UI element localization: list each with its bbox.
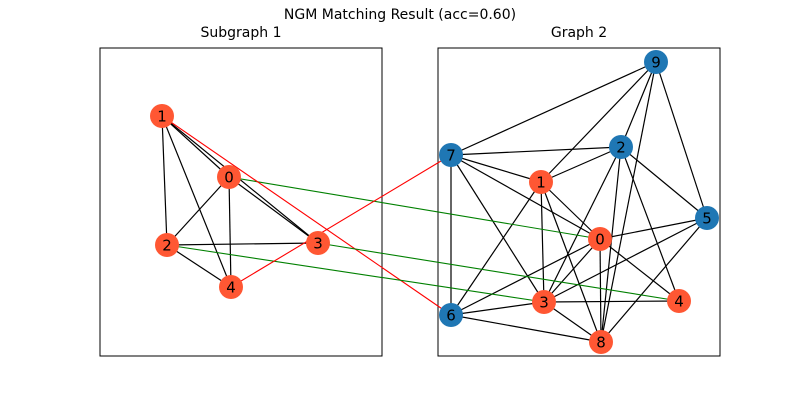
panel-title: Graph 2 — [551, 25, 607, 41]
node-label: 3 — [313, 235, 323, 253]
match-line — [230, 154, 452, 288]
node — [439, 303, 463, 327]
node-label: 2 — [616, 139, 626, 157]
edge — [599, 217, 708, 240]
edge — [161, 115, 230, 178]
node-label: 7 — [446, 147, 456, 165]
node — [667, 289, 691, 313]
figure-title: NGM Matching Result (acc=0.60) — [284, 7, 516, 23]
match-line — [317, 242, 680, 302]
matches — [161, 115, 680, 316]
edge — [543, 238, 601, 303]
edge — [450, 314, 602, 343]
edge — [540, 181, 545, 303]
edge — [450, 154, 545, 303]
edge — [600, 61, 657, 343]
node — [219, 275, 243, 299]
node-label: 8 — [596, 334, 606, 352]
edge — [166, 176, 230, 246]
node — [529, 170, 553, 194]
edge — [228, 176, 319, 244]
edge — [540, 61, 657, 183]
node-label: 5 — [702, 210, 712, 228]
node — [644, 50, 668, 74]
panel-frame — [99, 47, 383, 357]
node-label: 2 — [162, 237, 172, 255]
edge — [620, 61, 657, 148]
edge — [655, 61, 708, 219]
edge — [450, 146, 622, 156]
edge — [543, 217, 708, 303]
edge — [540, 181, 602, 343]
edge — [166, 242, 319, 246]
edge — [540, 181, 601, 240]
edge — [450, 154, 601, 240]
node — [150, 104, 174, 128]
node — [306, 231, 330, 255]
node-label: 0 — [224, 169, 234, 187]
node-label: 3 — [539, 294, 549, 312]
edge — [161, 115, 232, 288]
node — [589, 330, 613, 354]
match-line — [166, 244, 545, 303]
panel-frame — [437, 47, 721, 357]
node-label: 9 — [651, 54, 661, 72]
node-label: 6 — [446, 307, 456, 325]
nodes: 0 1 2 3 4 0 1 2 3 4 5 6 7 8 9 — [150, 50, 719, 354]
node — [217, 165, 241, 189]
edge — [450, 154, 542, 183]
edge — [599, 238, 680, 302]
match-line — [161, 115, 452, 316]
node-label: 1 — [157, 108, 167, 126]
edge — [599, 238, 602, 343]
node — [588, 227, 612, 251]
node — [155, 233, 179, 257]
edge — [620, 146, 708, 219]
edge — [540, 146, 622, 183]
edge — [450, 181, 542, 316]
edge — [600, 146, 622, 343]
panel-title: Subgraph 1 — [201, 25, 282, 41]
edge — [543, 146, 622, 303]
node — [609, 135, 633, 159]
node-label: 0 — [595, 231, 605, 249]
edge — [620, 146, 680, 302]
node-label: 1 — [536, 174, 546, 192]
edge — [600, 217, 708, 343]
edge — [166, 244, 232, 288]
node — [439, 143, 463, 167]
edge — [161, 115, 168, 246]
edge — [450, 61, 657, 156]
edge — [450, 301, 545, 316]
edge — [450, 238, 601, 316]
node — [695, 206, 719, 230]
node — [532, 290, 556, 314]
node-label: 4 — [674, 293, 684, 311]
match-line — [228, 176, 601, 240]
node-label: 4 — [226, 279, 236, 297]
edge — [228, 176, 232, 288]
edge — [543, 300, 680, 303]
